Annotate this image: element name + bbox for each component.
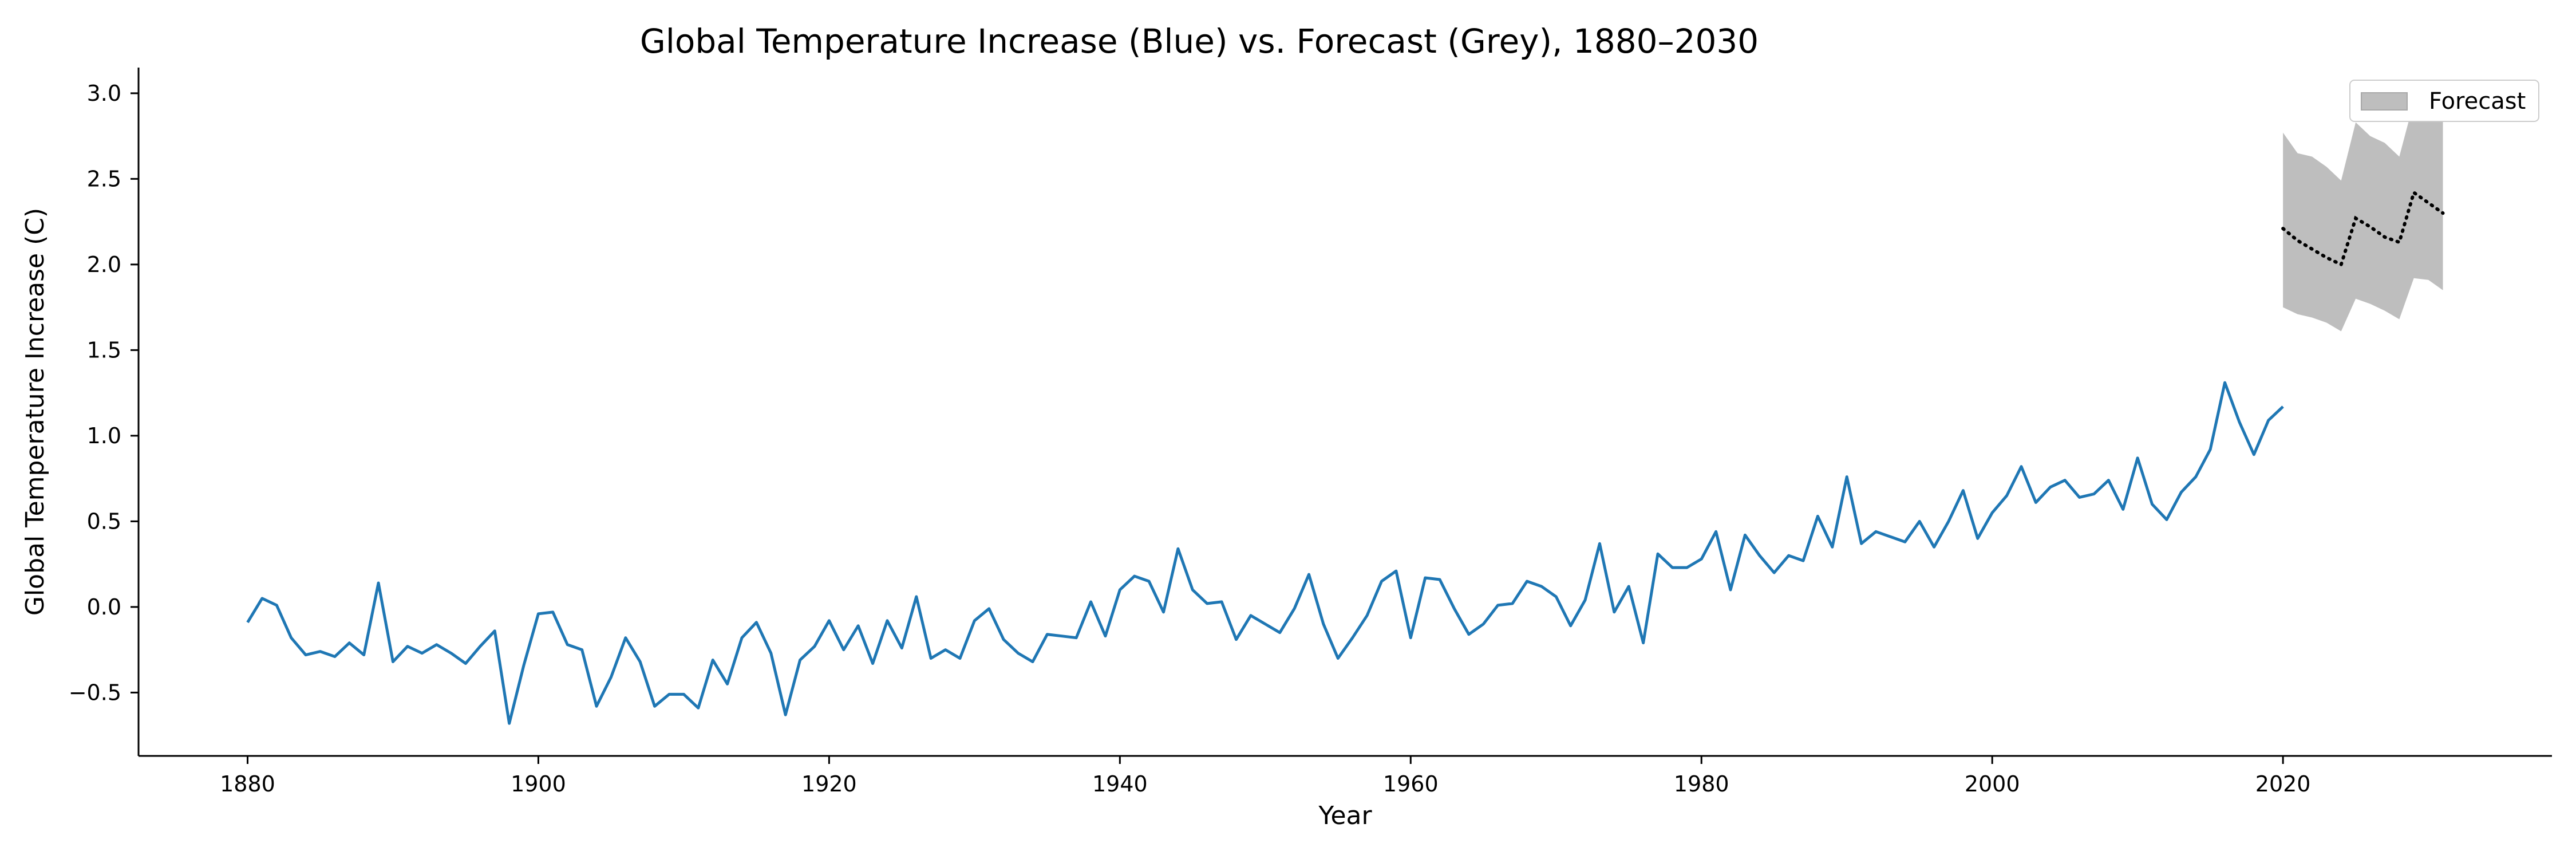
forecast-band <box>2283 101 2443 332</box>
y-tick-label: 3.0 <box>87 81 121 106</box>
legend-swatch-forecast <box>2361 92 2408 111</box>
x-tick-label: 1960 <box>1383 771 1439 797</box>
y-tick-label: 0.0 <box>87 594 121 620</box>
x-tick-label: 2020 <box>2255 771 2311 797</box>
forecast-line <box>2281 190 2445 267</box>
x-tick-label: 1940 <box>1092 771 1148 797</box>
x-axis-ticks: 1880 1900 1920 1940 1960 1980 2000 2020 <box>220 756 2311 797</box>
observed-temperature-line <box>246 381 2284 725</box>
x-tick-label: 1980 <box>1674 771 1729 797</box>
legend: Forecast <box>2349 80 2539 122</box>
x-axis-label: Year <box>1318 801 1372 830</box>
plot-area <box>246 101 2445 725</box>
y-tick-label: 0.5 <box>87 509 121 534</box>
chart-title: Global Temperature Increase (Blue) vs. F… <box>640 22 1759 61</box>
y-tick-label: 1.5 <box>87 337 121 362</box>
y-tick-label: 2.5 <box>87 166 121 191</box>
y-tick-label: 2.0 <box>87 252 121 277</box>
y-tick-label: 1.0 <box>87 423 121 448</box>
y-axis-ticks: −0.5 0.0 0.5 1.0 1.5 2.0 2.5 3.0 <box>69 81 139 705</box>
x-tick-label: 1920 <box>801 771 857 797</box>
y-axis-label: Global Temperature Increase (C) <box>21 208 50 616</box>
x-tick-label: 2000 <box>1965 771 2020 797</box>
legend-label-forecast: Forecast <box>2429 88 2526 115</box>
legend-frame <box>2349 80 2539 122</box>
x-tick-label: 1900 <box>511 771 566 797</box>
y-tick-label: −0.5 <box>69 680 121 705</box>
x-tick-label: 1880 <box>220 771 275 797</box>
